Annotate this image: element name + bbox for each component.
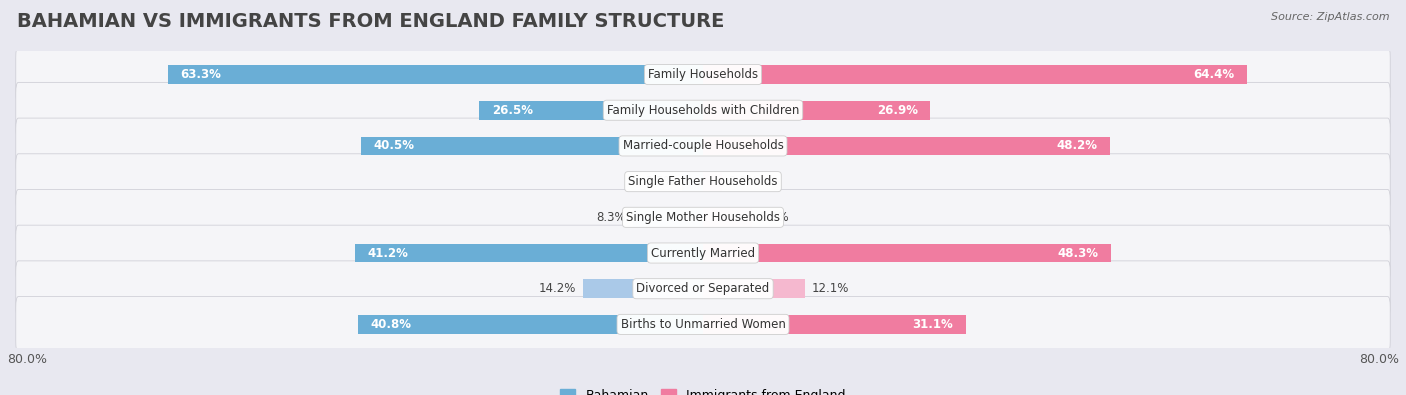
Text: 5.8%: 5.8%	[759, 211, 789, 224]
Bar	[703, 101, 931, 120]
Bar	[583, 279, 703, 298]
Bar	[354, 244, 703, 262]
Text: Single Father Households: Single Father Households	[628, 175, 778, 188]
Text: 2.5%: 2.5%	[645, 175, 675, 188]
Text: Source: ZipAtlas.com: Source: ZipAtlas.com	[1271, 12, 1389, 22]
Bar	[703, 137, 1111, 155]
Text: 40.8%: 40.8%	[371, 318, 412, 331]
Text: 14.2%: 14.2%	[538, 282, 576, 295]
Bar	[682, 172, 703, 191]
Bar	[703, 208, 752, 227]
FancyBboxPatch shape	[15, 190, 1391, 245]
Bar	[703, 65, 1247, 84]
Text: 31.1%: 31.1%	[912, 318, 953, 331]
FancyBboxPatch shape	[15, 225, 1391, 281]
Text: BAHAMIAN VS IMMIGRANTS FROM ENGLAND FAMILY STRUCTURE: BAHAMIAN VS IMMIGRANTS FROM ENGLAND FAMI…	[17, 12, 724, 31]
Text: 64.4%: 64.4%	[1194, 68, 1234, 81]
Bar	[633, 208, 703, 227]
Legend: Bahamian, Immigrants from England: Bahamian, Immigrants from England	[555, 384, 851, 395]
Text: 41.2%: 41.2%	[367, 246, 408, 260]
Text: 12.1%: 12.1%	[813, 282, 849, 295]
FancyBboxPatch shape	[15, 154, 1391, 209]
FancyBboxPatch shape	[15, 297, 1391, 352]
Text: 40.5%: 40.5%	[374, 139, 415, 152]
FancyBboxPatch shape	[15, 83, 1391, 138]
Text: Single Mother Households: Single Mother Households	[626, 211, 780, 224]
Text: Births to Unmarried Women: Births to Unmarried Women	[620, 318, 786, 331]
FancyBboxPatch shape	[15, 261, 1391, 316]
Text: Divorced or Separated: Divorced or Separated	[637, 282, 769, 295]
Bar	[703, 315, 966, 334]
Bar	[703, 279, 806, 298]
Bar	[479, 101, 703, 120]
Text: 48.3%: 48.3%	[1057, 246, 1098, 260]
Text: 63.3%: 63.3%	[180, 68, 222, 81]
Text: Currently Married: Currently Married	[651, 246, 755, 260]
Text: 48.2%: 48.2%	[1057, 139, 1098, 152]
Text: Family Households with Children: Family Households with Children	[607, 104, 799, 117]
Text: 26.5%: 26.5%	[492, 104, 533, 117]
Bar	[703, 244, 1111, 262]
Text: Family Households: Family Households	[648, 68, 758, 81]
FancyBboxPatch shape	[15, 47, 1391, 102]
Bar	[703, 172, 721, 191]
Text: 8.3%: 8.3%	[596, 211, 626, 224]
FancyBboxPatch shape	[15, 118, 1391, 174]
Text: Married-couple Households: Married-couple Households	[623, 139, 783, 152]
Bar	[359, 315, 703, 334]
Text: 26.9%: 26.9%	[877, 104, 918, 117]
Bar	[361, 137, 703, 155]
Text: 2.2%: 2.2%	[728, 175, 758, 188]
Bar	[167, 65, 703, 84]
